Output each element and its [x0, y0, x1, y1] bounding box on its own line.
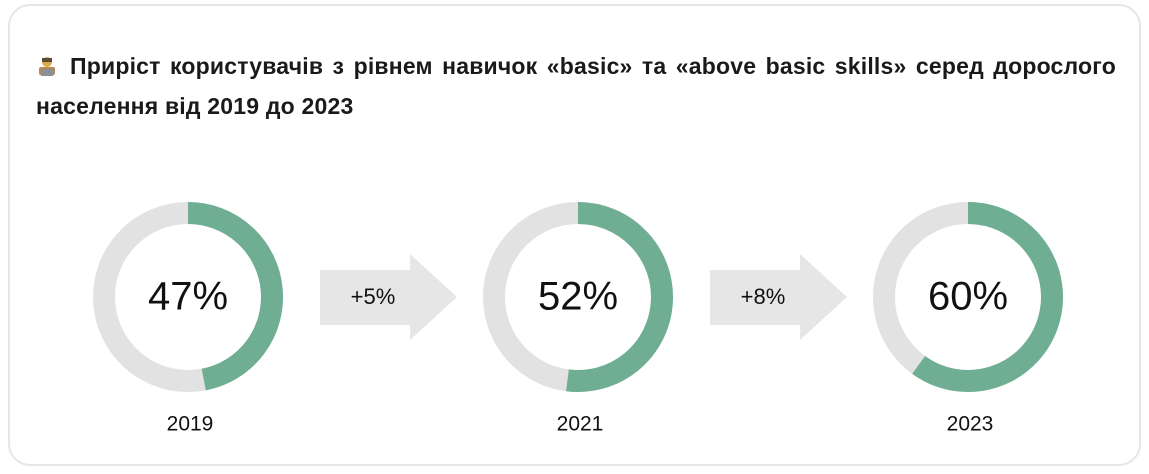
- card: [8, 4, 1141, 466]
- arrow: [320, 254, 457, 340]
- chart-title: Приріст користувачів з рівнем навичок «b…: [36, 53, 1116, 119]
- value-label: 47%: [148, 275, 228, 319]
- arrow: [710, 254, 847, 340]
- annotation: +8%: [741, 284, 786, 309]
- icon: [36, 49, 58, 76]
- category-label: 2021: [557, 413, 604, 436]
- donut-arc: [187, 202, 283, 391]
- title-block: Приріст користувачів з рівнем навичок «b…: [36, 46, 1116, 126]
- donut-arc: [912, 202, 1063, 392]
- category-label: 2019: [167, 413, 214, 436]
- donut-arc: [566, 202, 673, 392]
- icon-svg: [39, 57, 55, 76]
- value-label: 52%: [538, 275, 618, 319]
- annotation: +5%: [351, 284, 396, 309]
- category-label: 2023: [947, 413, 994, 436]
- value-label: 60%: [928, 275, 1008, 319]
